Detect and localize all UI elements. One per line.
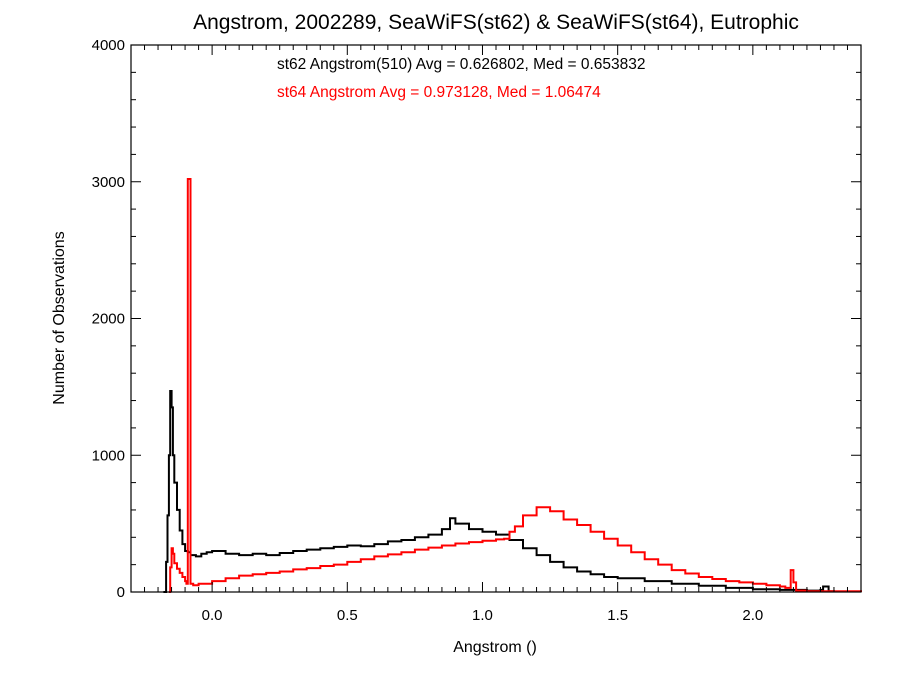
x-tick-label: 0.0	[202, 607, 223, 624]
x-tick-label: 2.0	[742, 607, 763, 624]
series-0-line	[163, 390, 835, 593]
x-tick-label: 1.5	[607, 607, 628, 624]
series-1-line	[168, 178, 862, 593]
y-tick-label: 1000	[92, 447, 125, 464]
plot-area	[163, 178, 862, 593]
y-tick-label: 4000	[92, 37, 125, 54]
x-axis: 0.0 0.5 1.0 1.5 2.0	[130, 45, 862, 624]
x-axis-label: Angstrom ()	[453, 639, 537, 656]
annotation-st64: st64 Angstrom Avg = 0.973128, Med = 1.06…	[277, 84, 601, 101]
y-tick-label: 3000	[92, 174, 125, 191]
x-tick-label: 0.5	[337, 607, 358, 624]
y-axis: 0 1000 2000 3000 4000	[92, 37, 861, 601]
x-tick-label: 1.0	[472, 607, 493, 624]
y-tick-label: 2000	[92, 311, 125, 328]
y-tick-label: 0	[117, 584, 125, 601]
plot-frame	[130, 44, 862, 593]
y-axis-label: Number of Observations	[51, 231, 68, 404]
chart-title: Angstrom, 2002289, SeaWiFS(st62) & SeaWi…	[193, 11, 799, 34]
annotation-st62: st62 Angstrom(510) Avg = 0.626802, Med =…	[277, 56, 646, 73]
